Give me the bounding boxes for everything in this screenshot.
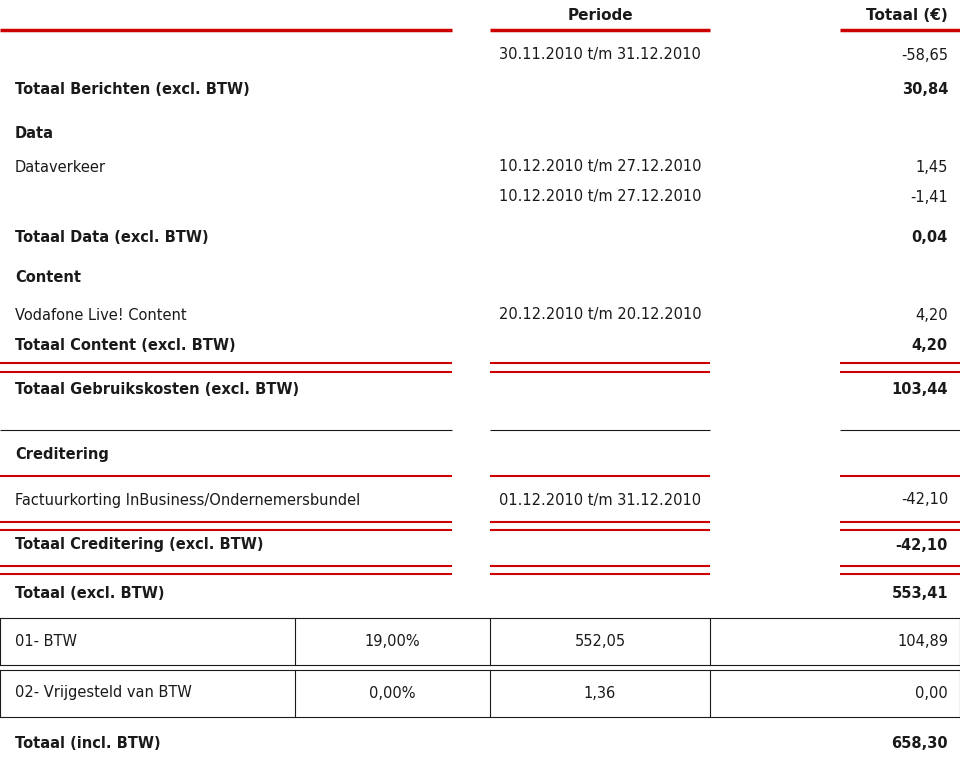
Text: Dataverkeer: Dataverkeer bbox=[15, 159, 106, 175]
Text: Content: Content bbox=[15, 271, 81, 285]
Text: Vodafone Live! Content: Vodafone Live! Content bbox=[15, 307, 186, 323]
Text: 4,20: 4,20 bbox=[916, 307, 948, 323]
Text: Totaal Gebruikskosten (excl. BTW): Totaal Gebruikskosten (excl. BTW) bbox=[15, 382, 300, 398]
Text: Totaal (€): Totaal (€) bbox=[866, 8, 948, 22]
Text: Totaal (excl. BTW): Totaal (excl. BTW) bbox=[15, 585, 164, 600]
Text: -42,10: -42,10 bbox=[900, 492, 948, 507]
Text: Creditering: Creditering bbox=[15, 448, 108, 462]
Text: Totaal (incl. BTW): Totaal (incl. BTW) bbox=[15, 736, 160, 751]
Text: 30.11.2010 t/m 31.12.2010: 30.11.2010 t/m 31.12.2010 bbox=[499, 47, 701, 63]
Text: 19,00%: 19,00% bbox=[365, 633, 420, 649]
Text: 0,00: 0,00 bbox=[915, 685, 948, 700]
Text: Totaal Berichten (excl. BTW): Totaal Berichten (excl. BTW) bbox=[15, 82, 250, 98]
Text: 104,89: 104,89 bbox=[897, 633, 948, 649]
Text: Factuurkorting InBusiness/Ondernemersbundel: Factuurkorting InBusiness/Ondernemersbun… bbox=[15, 492, 360, 507]
Text: Totaal Content (excl. BTW): Totaal Content (excl. BTW) bbox=[15, 337, 235, 353]
Text: Data: Data bbox=[15, 125, 54, 140]
Text: -58,65: -58,65 bbox=[901, 47, 948, 63]
Text: 553,41: 553,41 bbox=[892, 585, 948, 600]
Text: 02- Vrijgesteld van BTW: 02- Vrijgesteld van BTW bbox=[15, 685, 192, 700]
Text: -42,10: -42,10 bbox=[896, 537, 948, 552]
Text: 658,30: 658,30 bbox=[892, 736, 948, 751]
Text: 20.12.2010 t/m 20.12.2010: 20.12.2010 t/m 20.12.2010 bbox=[498, 307, 702, 323]
Text: 552,05: 552,05 bbox=[574, 633, 626, 649]
Text: 10.12.2010 t/m 27.12.2010: 10.12.2010 t/m 27.12.2010 bbox=[499, 189, 701, 204]
Text: 0,04: 0,04 bbox=[912, 230, 948, 244]
Text: -1,41: -1,41 bbox=[910, 189, 948, 204]
Text: 01- BTW: 01- BTW bbox=[15, 633, 77, 649]
Text: 4,20: 4,20 bbox=[912, 337, 948, 353]
Text: 1,36: 1,36 bbox=[584, 685, 616, 700]
Text: Periode: Periode bbox=[567, 8, 633, 22]
Text: 30,84: 30,84 bbox=[901, 82, 948, 98]
Text: 01.12.2010 t/m 31.12.2010: 01.12.2010 t/m 31.12.2010 bbox=[499, 492, 701, 507]
Text: 103,44: 103,44 bbox=[892, 382, 948, 398]
Text: 0,00%: 0,00% bbox=[370, 685, 416, 700]
Text: 1,45: 1,45 bbox=[916, 159, 948, 175]
Text: 10.12.2010 t/m 27.12.2010: 10.12.2010 t/m 27.12.2010 bbox=[499, 159, 701, 175]
Text: Totaal Creditering (excl. BTW): Totaal Creditering (excl. BTW) bbox=[15, 537, 263, 552]
Text: Totaal Data (excl. BTW): Totaal Data (excl. BTW) bbox=[15, 230, 208, 244]
